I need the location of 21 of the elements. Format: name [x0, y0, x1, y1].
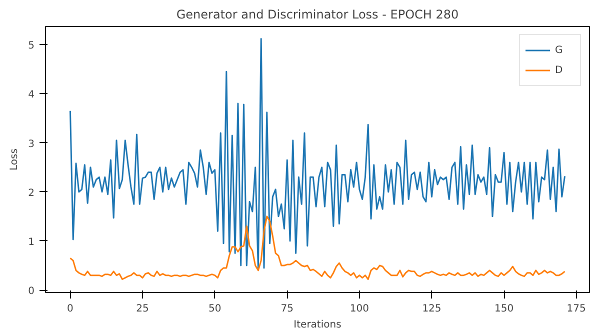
y-axis-title: Loss	[9, 148, 20, 170]
x-axis-title: Iterations	[294, 320, 342, 330]
line-series	[69, 216, 566, 280]
y-tick-label: 4	[28, 90, 35, 101]
x-tick-label: 25	[136, 304, 149, 314]
line-series	[69, 38, 566, 269]
x-tick-label: 100	[350, 304, 369, 314]
y-tick-label: 0	[28, 286, 35, 298]
x-tick-label: 75	[280, 304, 294, 314]
x-tick-label: 50	[208, 304, 222, 314]
legend-label: D	[555, 64, 564, 76]
x-tick-label: 150	[494, 304, 514, 314]
x-tick-label: 0	[67, 304, 74, 314]
x-tick-label: 175	[566, 304, 586, 314]
y-tick-label: 2	[28, 188, 35, 199]
y-tick-label: 3	[28, 138, 35, 150]
y-tick-label: 5	[28, 40, 35, 52]
x-tick-label: 125	[422, 304, 442, 314]
legend-label: G	[555, 44, 564, 56]
y-tick-label: 1	[28, 236, 35, 248]
chart-title: Generator and Discriminator Loss - EPOCH 280	[176, 8, 459, 22]
